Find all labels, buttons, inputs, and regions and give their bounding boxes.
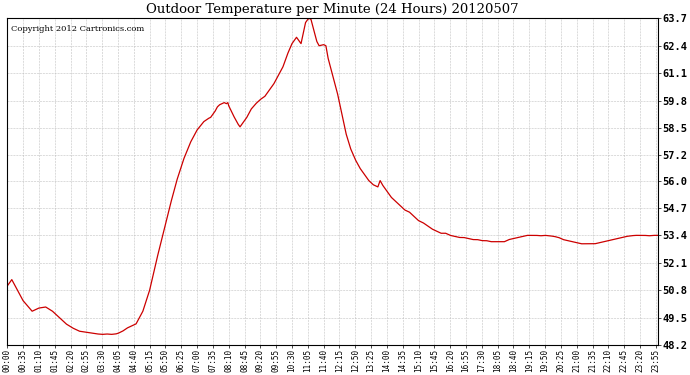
Text: Copyright 2012 Cartronics.com: Copyright 2012 Cartronics.com <box>10 25 144 33</box>
Title: Outdoor Temperature per Minute (24 Hours) 20120507: Outdoor Temperature per Minute (24 Hours… <box>146 3 519 16</box>
